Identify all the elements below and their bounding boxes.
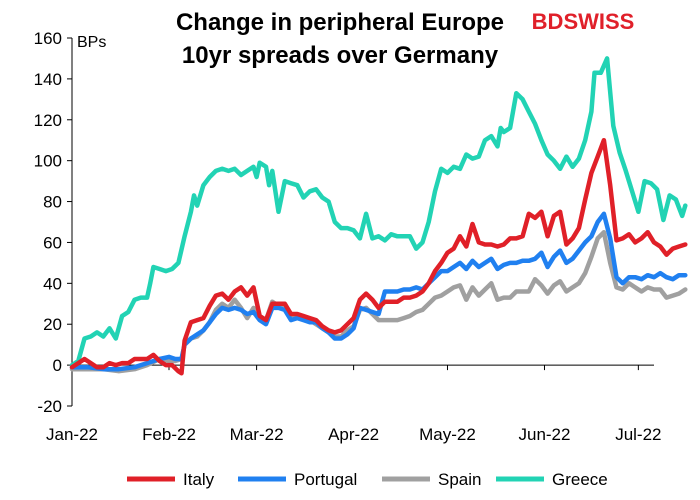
x-axis-ticks: Jan-22 Feb-22 Mar-22 Apr-22 May-22 Jun-22 Jul-… [46,365,662,444]
x-tick-label: Feb-22 [142,425,196,444]
y-tick-label: 140 [34,70,62,89]
brand-logo-text-a: BD [532,9,564,34]
y-tick-label: 40 [43,274,62,293]
y-tick-label: 0 [53,356,62,375]
y-tick-label: 160 [34,29,62,48]
y-tick-label: -20 [37,397,62,416]
legend-label-portugal: Portugal [294,470,357,489]
x-tick-label: Apr-22 [328,425,379,444]
x-tick-label: Jan-22 [46,425,98,444]
legend-label-italy: Italy [183,470,215,489]
y-tick-label: 60 [43,233,62,252]
x-tick-label: Mar-22 [230,425,284,444]
y-axis-ticks: -20 0 20 40 60 80 100 120 140 160 [34,29,72,416]
y-axis-unit-label: BPs [77,34,106,51]
chart-title-line-2: 10yr spreads over Germany [182,42,499,69]
series-line-spain [69,229,688,374]
y-tick-label: 80 [43,193,62,212]
y-tick-label: 100 [34,152,62,171]
y-tick-label: 20 [43,315,62,334]
legend: Italy Portugal Spain Greece [127,470,608,489]
chart-title-line-1: Change in peripheral Europe [176,9,504,36]
brand-logo-text: BDSWISS [532,9,635,34]
series-lines [69,56,688,376]
x-tick-label: May-22 [419,425,476,444]
legend-label-greece: Greece [552,470,608,489]
series-line-greece [69,56,688,368]
brand-logo-text-b: SWISS [563,9,634,34]
legend-label-spain: Spain [438,470,481,489]
y-tick-label: 120 [34,111,62,130]
x-tick-label: Jul-22 [615,425,661,444]
series-line-portugal [69,211,688,372]
x-tick-label: Jun-22 [518,425,570,444]
brand-logo: BDSWISS [532,9,635,34]
series-line-italy [69,137,688,376]
